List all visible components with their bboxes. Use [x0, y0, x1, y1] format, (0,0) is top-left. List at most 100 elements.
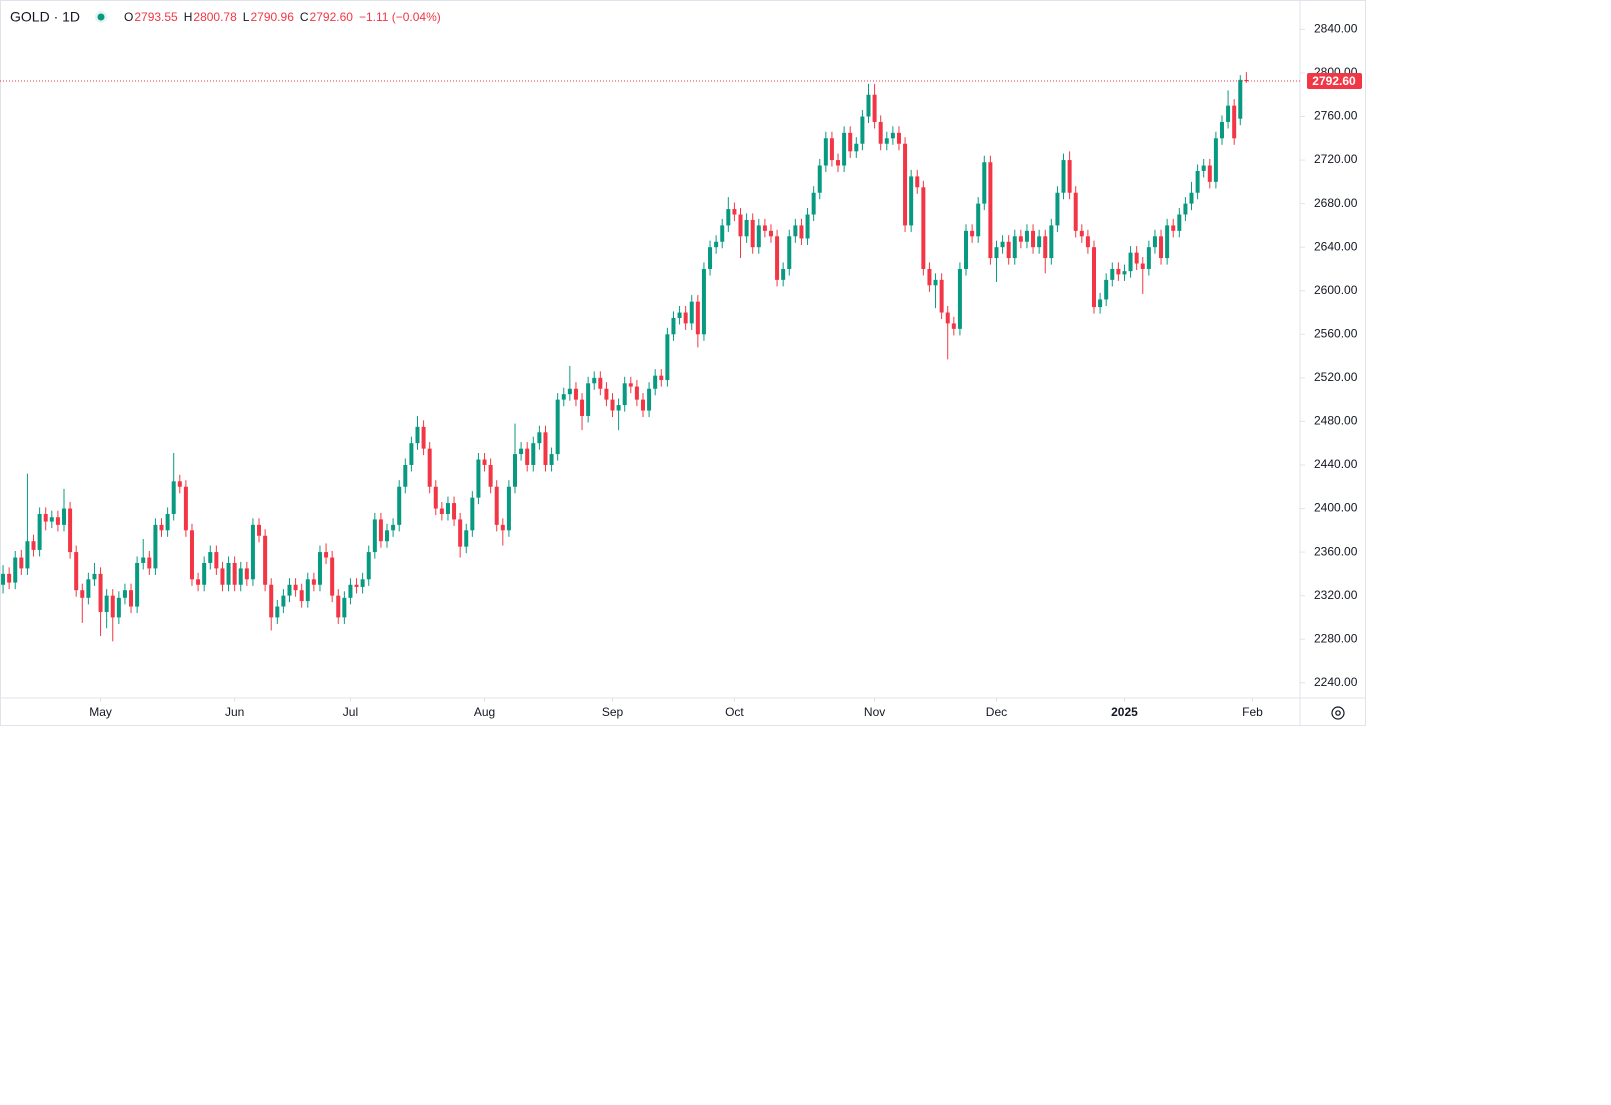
candle-body: [854, 143, 859, 152]
legend-close-key: C: [300, 10, 309, 24]
candle-body: [391, 524, 396, 531]
candle-body: [214, 552, 219, 569]
x-tick-label: Jul: [343, 705, 358, 719]
candle-body: [817, 165, 822, 193]
legend-open: 2793.55: [134, 10, 178, 24]
candle-body: [19, 557, 24, 569]
candle-body: [1165, 225, 1170, 259]
candle-body: [250, 524, 255, 580]
y-tick-label: 2320.00: [1314, 588, 1358, 602]
candle-body: [945, 312, 950, 324]
candle-body: [452, 503, 457, 520]
y-tick-label: 2280.00: [1314, 631, 1358, 645]
candle-body: [226, 562, 231, 585]
candle-body: [141, 557, 146, 563]
y-tick-label: 2440.00: [1314, 457, 1358, 471]
y-tick-label: 2760.00: [1314, 109, 1358, 123]
candle-body: [427, 448, 432, 487]
candle-body: [1073, 192, 1078, 231]
ohlc-legend: O 2793.55 H 2800.78 L 2790.96 C 2792.60 −1.11 (−…: [124, 10, 441, 24]
candle-body: [890, 132, 895, 139]
candle-body: [98, 573, 103, 612]
candle-body: [1079, 230, 1084, 237]
candle-body: [439, 508, 444, 514]
candle-body: [409, 443, 414, 465]
y-tick-label: 2480.00: [1314, 414, 1358, 428]
candle-body: [1219, 121, 1224, 139]
status-dot[interactable]: [97, 13, 105, 21]
candle-body: [464, 530, 469, 547]
candle-body: [1207, 165, 1212, 182]
y-tick-label: 2840.00: [1314, 22, 1358, 36]
candle-body: [957, 268, 962, 329]
candle-body: [647, 388, 652, 411]
candle-body: [366, 552, 371, 580]
candle-body: [927, 268, 932, 286]
candle-body: [135, 562, 140, 607]
candle-body: [385, 530, 390, 542]
candle-body: [165, 513, 170, 531]
candle-body: [567, 388, 572, 395]
candle-body: [805, 214, 810, 239]
x-tick-label: May: [89, 705, 112, 719]
candle-body: [1189, 192, 1194, 204]
candle-body: [244, 568, 249, 580]
candle-body: [537, 432, 542, 444]
candle-body: [768, 230, 773, 237]
candle-body: [433, 486, 438, 509]
candle-body: [787, 236, 792, 269]
symbol: GOLD · 1D: [10, 9, 80, 25]
candle-body: [269, 584, 274, 618]
candle-body: [238, 568, 243, 585]
candle-body: [220, 568, 225, 585]
candle-body: [336, 595, 341, 618]
candle-body: [202, 562, 207, 585]
candle-body: [677, 312, 682, 318]
x-tick-label: Feb: [1242, 705, 1263, 719]
candle-body: [1116, 268, 1121, 275]
legend-low: 2790.96: [250, 10, 294, 24]
candle-body: [1171, 225, 1176, 231]
candle-body: [598, 377, 603, 389]
candle-body: [604, 388, 609, 400]
candle-body: [208, 552, 213, 563]
candle-body: [720, 225, 725, 242]
candle-body: [1000, 241, 1005, 248]
candle-body: [1183, 203, 1188, 215]
y-tick-label: 2640.00: [1314, 239, 1358, 253]
candle-body: [1018, 236, 1023, 242]
candle-body: [823, 138, 828, 166]
candle-body: [183, 486, 188, 531]
candle-body: [1159, 236, 1164, 259]
candle-body: [793, 225, 798, 237]
candle-body: [775, 236, 780, 280]
settings-icon[interactable]: [1331, 706, 1345, 720]
candle-body: [1195, 170, 1200, 193]
candle-body: [287, 584, 292, 596]
candle-body: [122, 590, 127, 598]
candle-body: [61, 508, 66, 525]
candle-body: [397, 486, 402, 525]
candle-body: [683, 312, 688, 324]
x-tick-label: Oct: [725, 705, 744, 719]
candle-body: [1226, 105, 1231, 122]
candle-body: [1244, 79, 1249, 82]
candle-body: [659, 375, 664, 381]
y-tick-label: 2600.00: [1314, 283, 1358, 297]
candle-body: [1152, 236, 1157, 248]
candle-body: [860, 116, 865, 144]
candle-body: [988, 162, 993, 259]
candle-body: [476, 459, 481, 498]
candle-body: [43, 513, 48, 522]
candle-body: [1201, 165, 1206, 171]
last-price-box: [1307, 73, 1362, 90]
candle-body: [726, 209, 731, 226]
legend-high: 2800.78: [193, 10, 237, 24]
candle-body: [622, 383, 627, 406]
candle-body: [531, 443, 536, 465]
legend-open-key: O: [124, 10, 133, 24]
y-tick-label: 2240.00: [1314, 675, 1358, 689]
candle-body: [196, 579, 201, 585]
y-tick-label: 2400.00: [1314, 501, 1358, 515]
